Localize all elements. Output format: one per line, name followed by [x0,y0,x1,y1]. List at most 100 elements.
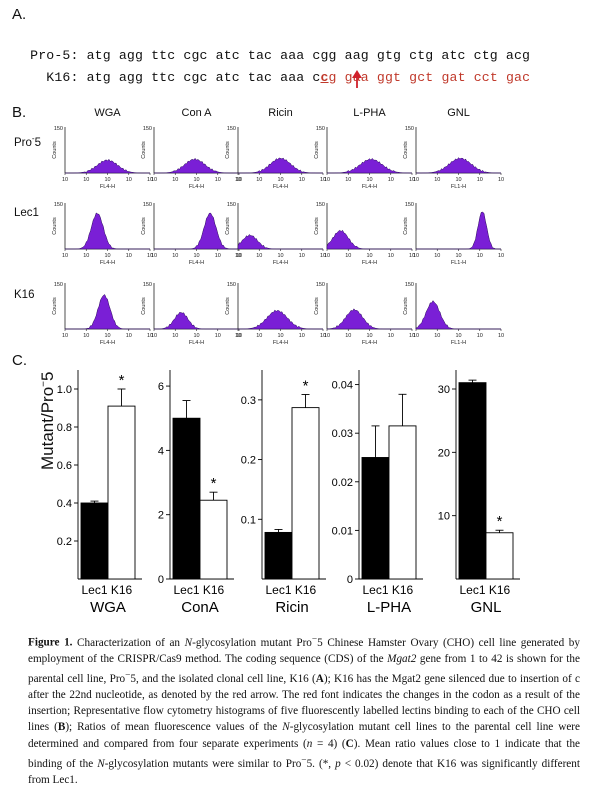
caption-body: Characterization of an N-glycosylation m… [28,634,581,786]
histogram-peak [415,300,501,330]
histogram-tick-label: 10 [366,253,372,259]
histogram-peak [154,312,239,330]
histogram-y-label: Counts [141,141,147,159]
histogram-x-label: FL4-H [362,184,377,190]
y-tick-label: 0 [347,574,353,586]
histogram-tick-label: 10 [345,177,351,183]
histogram-column-title: GNL [447,107,470,119]
bar-chart-l-pha: 0 0.01 0.02 0.03 0.04 Lec1 K16 L-PHA [332,370,423,616]
histogram-y-label: Counts [225,217,231,235]
histogram-tick-label: 10 [215,177,221,183]
y-tick-label: 0.02 [332,477,353,489]
histogram-tick-label: 10 [366,333,372,339]
bar-lec1 [80,502,109,580]
inserted-nucleotide: c [320,70,329,85]
histogram-tick-label: 10 [299,177,305,183]
sequence-black: atg agg ttc cgc atc tac aaa cgg aag gtg … [86,48,531,63]
bar-chart-wga: 0.2 0.4 0.6 0.8 1.0 Lec1 K16 * WGA [57,370,142,616]
histogram-peak [416,211,501,250]
histogram-column-title: Ricin [268,107,293,119]
histogram-x-label: FL1-H [451,340,466,345]
y-tick-label: 4 [158,445,164,457]
histogram-tick-label: 10 [172,333,178,339]
histogram-tick-label: 10 [62,253,68,259]
histogram-y-label: Counts [314,141,320,159]
histogram-tick-label: 10 [126,253,132,259]
histogram-tick-label: 10 [413,333,419,339]
histogram-y-label: Counts [52,141,58,159]
chart-title: GNL [471,599,502,616]
chart-title: L-PHA [367,599,411,616]
histogram-tick-label: 10 [172,253,178,259]
histogram-tick-label: 10 [147,177,153,183]
bar-k16 [107,405,136,580]
histogram-y-tick: 150 [405,202,414,208]
sequence-row-pro5: Pro-5: atg agg ttc cgc atc tac aaa cgg a… [14,33,530,63]
bar-lec1 [361,457,390,580]
histogram-tick-label: 10 [388,333,394,339]
y-tick-label: 0.2 [57,536,72,548]
histogram-x-label: FL4-H [273,340,288,345]
histogram-y-tick: 150 [405,126,414,132]
panel-a-label: A. [12,6,27,23]
bar-k16 [291,407,320,580]
chart-title: Ricin [275,599,308,616]
y-tick-label: 0.6 [57,460,72,472]
histogram-tick-label: 10 [193,253,199,259]
category-label: K16 [295,583,317,597]
y-tick-label: 1.0 [57,384,72,396]
sequence-row-k16: K16: atg agg ttc cgc atc tac aaa ccg gaa… [14,55,530,85]
y-tick-label: 30 [438,384,450,396]
category-label: K16 [111,583,133,597]
histogram-tick-label: 10 [366,177,372,183]
significance-star: * [119,372,125,389]
category-label: Lec1 [81,583,107,597]
category-label: Lec1 [265,583,291,597]
histogram-tick-label: 10 [388,253,394,259]
bar-chart-cona: 0 2 4 6 Lec1 K16 * ConA [158,370,234,616]
histogram-y-tick: 150 [54,202,63,208]
insertion-arrow [352,70,362,88]
category-label: Lec1 [362,583,388,597]
histogram-x-label: FL4-H [100,340,115,345]
category-label: Lec1 [459,583,485,597]
histogram-y-tick: 150 [227,126,236,132]
sequence-label: Pro-5: [30,48,79,63]
histogram-tick-label: 10 [413,253,419,259]
figure-caption: Figure 1. Characterization of an N-glyco… [28,631,580,788]
histogram-tick-label: 10 [320,253,326,259]
histogram-x-label: FL4-H [100,184,115,190]
histogram-y-tick: 150 [227,202,236,208]
y-tick-label: 0 [158,574,164,586]
histogram-peak [238,157,323,174]
histogram-tick-label: 10 [104,177,110,183]
histogram-y-tick: 150 [143,126,152,132]
histogram-tick-label: 10 [277,177,283,183]
histogram-tick-label: 10 [345,333,351,339]
histogram-tick-label: 10 [277,253,283,259]
histogram-tick-label: 10 [498,253,504,259]
histogram-y-tick: 150 [54,126,63,132]
y-tick-label: 0.8 [57,422,72,434]
bar-lec1 [264,531,293,580]
bar-k16 [199,499,228,580]
bar-lec1 [458,382,487,580]
histogram-x-label: FL4-H [273,184,288,190]
y-tick-label: 0.1 [241,514,256,526]
bar-chart-ricin: 0.1 0.2 0.3 Lec1 K16 * Ricin [241,370,326,616]
histogram-peak [154,157,239,174]
histogram-peak [154,212,239,250]
bar-k16 [485,532,514,580]
category-label: K16 [392,583,414,597]
histogram-tick-label: 10 [151,177,157,183]
